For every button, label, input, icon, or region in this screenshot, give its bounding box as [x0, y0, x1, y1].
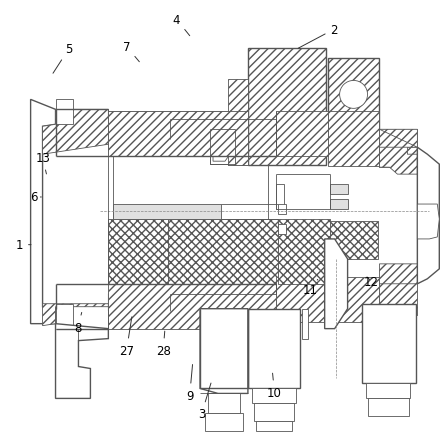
Polygon shape — [200, 309, 248, 394]
Text: 5: 5 — [53, 43, 73, 74]
Text: 27: 27 — [119, 317, 134, 357]
Bar — [178, 138, 206, 148]
Bar — [365, 384, 410, 398]
Bar — [330, 221, 377, 259]
Bar — [113, 204, 221, 220]
Bar — [252, 388, 296, 404]
Circle shape — [340, 81, 368, 109]
Text: 10: 10 — [267, 373, 282, 399]
Bar — [380, 130, 417, 168]
Text: 13: 13 — [35, 152, 50, 174]
Text: 6: 6 — [30, 191, 41, 204]
Polygon shape — [380, 130, 417, 148]
Text: 9: 9 — [186, 365, 194, 402]
Bar — [109, 220, 168, 284]
Polygon shape — [417, 148, 439, 284]
Bar — [228, 80, 248, 166]
Bar — [328, 277, 380, 322]
Bar — [361, 304, 416, 384]
Bar — [368, 398, 409, 416]
Text: 28: 28 — [156, 332, 171, 357]
Bar — [276, 112, 328, 157]
Bar — [205, 414, 243, 431]
Text: 3: 3 — [198, 383, 211, 420]
Text: 7: 7 — [123, 41, 140, 62]
Polygon shape — [302, 309, 308, 339]
Bar — [109, 284, 276, 329]
Bar — [210, 130, 235, 165]
Bar — [168, 220, 278, 284]
Bar — [55, 100, 74, 125]
Bar — [278, 220, 330, 284]
Text: 4: 4 — [173, 14, 190, 36]
Polygon shape — [417, 204, 439, 240]
Polygon shape — [380, 130, 417, 175]
Polygon shape — [109, 112, 248, 166]
Text: 2: 2 — [298, 23, 338, 49]
Bar — [330, 200, 348, 210]
Bar — [256, 421, 292, 431]
Bar — [278, 204, 286, 214]
Text: 11: 11 — [302, 280, 318, 296]
Polygon shape — [55, 324, 109, 398]
Polygon shape — [325, 240, 348, 329]
Text: 8: 8 — [74, 312, 82, 334]
Text: 12: 12 — [364, 276, 379, 288]
Bar — [276, 185, 284, 210]
Bar — [113, 157, 268, 220]
Polygon shape — [380, 148, 437, 284]
Bar — [328, 59, 380, 136]
Bar — [55, 304, 74, 329]
Bar — [109, 112, 276, 157]
Polygon shape — [43, 294, 170, 326]
Bar — [278, 224, 286, 234]
Bar — [328, 112, 380, 167]
Bar — [276, 277, 328, 322]
Bar — [330, 185, 348, 194]
Polygon shape — [31, 100, 55, 324]
Bar — [380, 277, 417, 315]
Bar — [248, 309, 300, 388]
Polygon shape — [213, 148, 230, 162]
Polygon shape — [43, 110, 170, 155]
Text: 1: 1 — [16, 239, 31, 252]
Bar — [208, 394, 240, 414]
Bar — [248, 49, 326, 166]
Bar — [254, 404, 294, 421]
